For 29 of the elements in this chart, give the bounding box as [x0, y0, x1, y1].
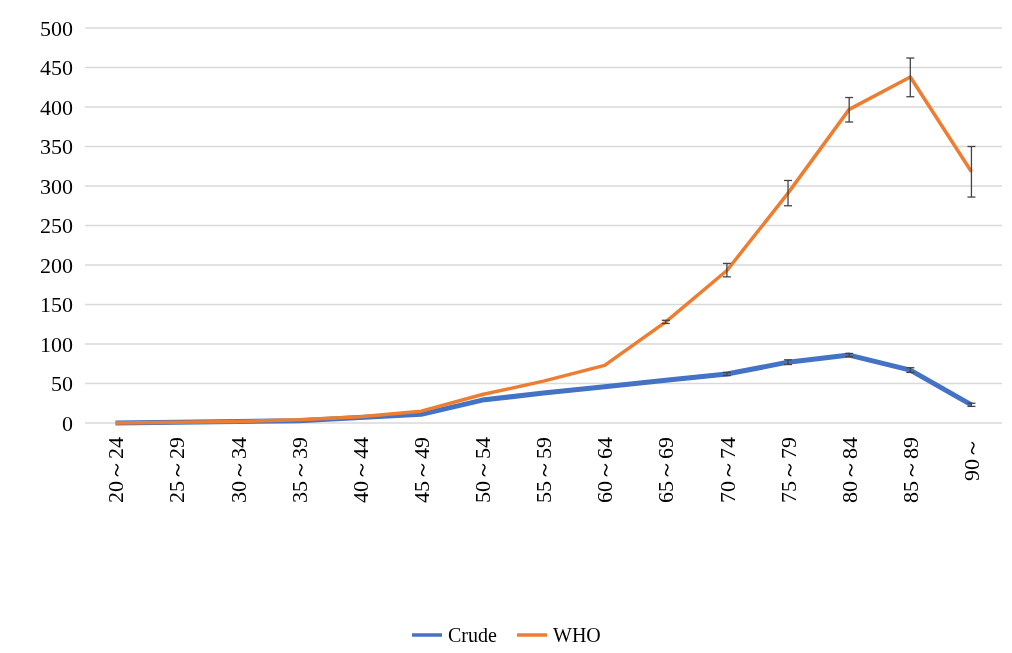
x-tick-label: 70～74 — [714, 437, 740, 503]
line-series — [113, 75, 974, 425]
x-tick-label: 55～59 — [531, 437, 557, 503]
x-tick-label: 90～ — [959, 437, 985, 481]
y-tick-label: 400 — [40, 94, 73, 120]
x-tick-label: 65～69 — [653, 437, 679, 503]
x-tick-label: 60～64 — [592, 437, 618, 503]
legend-label: Crude — [448, 624, 497, 646]
y-tick-label: 250 — [40, 213, 73, 239]
x-tick-label: 40～44 — [347, 437, 373, 503]
legend-label: WHO — [553, 624, 601, 646]
x-tick-label: 50～54 — [470, 437, 496, 503]
x-tick-label: 80～84 — [836, 437, 862, 503]
y-tick-label: 350 — [40, 134, 73, 160]
y-tick-label: 500 — [40, 15, 73, 41]
x-tick-label: 75～79 — [775, 437, 801, 503]
y-tick-label: 300 — [40, 173, 73, 199]
x-tick-label: 25～29 — [164, 437, 190, 503]
y-tick-label: 450 — [40, 55, 73, 81]
y-tick-label: 200 — [40, 252, 73, 278]
x-tick-label: 30～34 — [225, 437, 251, 503]
x-tick-label: 85～89 — [898, 437, 923, 503]
y-tick-label: 0 — [62, 410, 73, 436]
x-tick-label: 20～24 — [103, 437, 129, 503]
x-tick-label: 45～49 — [408, 437, 434, 503]
y-tick-label: 50 — [51, 371, 73, 397]
x-tick-label: 35～39 — [286, 437, 312, 503]
y-tick-label: 150 — [40, 292, 73, 318]
y-tick-label: 100 — [40, 331, 73, 357]
